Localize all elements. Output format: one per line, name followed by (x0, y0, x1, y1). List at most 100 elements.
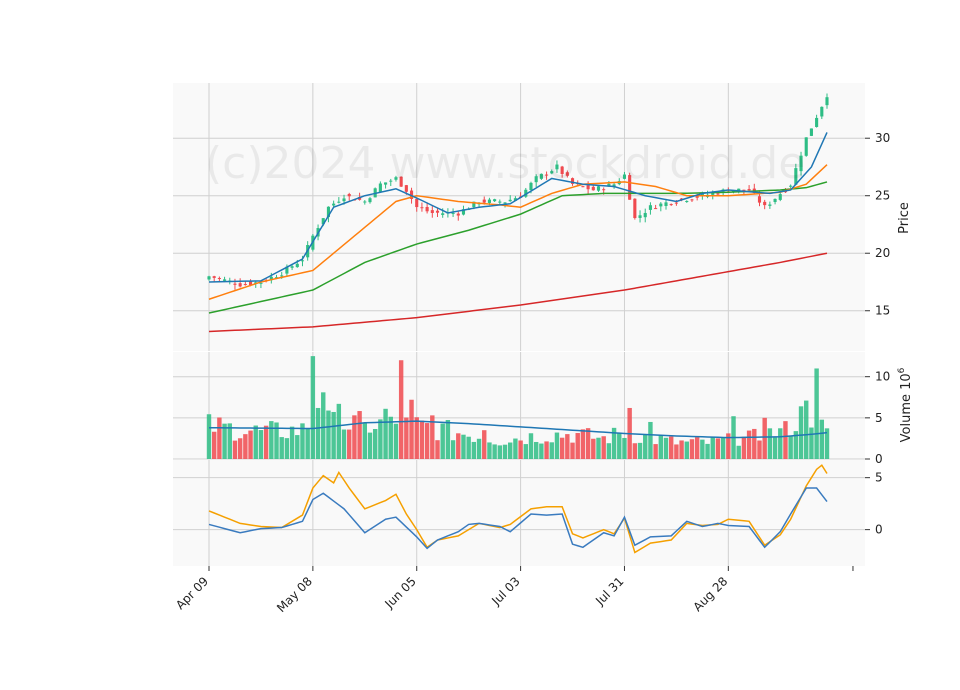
candle-body (326, 206, 331, 218)
volume-panel: 0 5 10 (173, 352, 890, 466)
volume-bar (689, 439, 695, 459)
candle-body (290, 266, 294, 268)
candle-body (461, 209, 466, 215)
macd-background (173, 460, 865, 566)
volume-bar (321, 392, 326, 459)
candle-body (363, 201, 367, 203)
candle-body (716, 193, 720, 195)
price-background (173, 83, 865, 351)
volume-bar (720, 438, 726, 459)
volume-bar (445, 420, 451, 459)
volume-bar (305, 428, 310, 459)
candle-body (358, 197, 362, 200)
x-tick-label: Jul 31 (592, 574, 626, 608)
candle-body (435, 210, 440, 213)
volume-bar (206, 414, 212, 459)
volume-bar (315, 407, 321, 459)
candle-body (337, 201, 341, 203)
price-tick-label: 20 (875, 246, 890, 260)
candle-body (789, 185, 793, 187)
candle-body (560, 166, 564, 175)
volume-bar (440, 423, 445, 459)
volume-axis-label-base: Volume 10 (899, 373, 914, 442)
sma-green-line (208, 181, 828, 314)
candle-body (295, 263, 299, 268)
volume-bar (487, 442, 492, 459)
volume-bar (762, 417, 767, 459)
candle-body (622, 174, 627, 179)
volume-bar (476, 438, 482, 459)
volume-bar (622, 437, 627, 459)
volume-bar (554, 432, 560, 459)
candle-body (690, 199, 694, 201)
volume-bar (378, 419, 383, 459)
candle-body (248, 281, 253, 286)
volume-bar (570, 442, 575, 459)
candle-body (607, 183, 611, 187)
macd-signal-line (208, 464, 828, 554)
candle-body (700, 193, 704, 196)
macd-tick-label: 5 (875, 471, 883, 485)
volume-bar (710, 436, 715, 459)
volume-bar (617, 433, 622, 459)
candle-body (654, 208, 658, 210)
volume-bar (809, 427, 814, 459)
candle-body (591, 186, 595, 191)
volume-bar (289, 426, 295, 459)
candle-body (633, 198, 637, 219)
candle-body (389, 180, 393, 182)
candle-body (602, 189, 606, 191)
volume-bar (788, 436, 793, 459)
volume-bar (456, 433, 461, 459)
candle-body (799, 155, 803, 172)
volume-bar (263, 425, 269, 459)
candle-body (425, 206, 429, 212)
price-tick-label: 15 (875, 304, 890, 318)
candle-body (399, 176, 403, 187)
volume-bar (362, 422, 368, 459)
volume-bar (347, 429, 352, 459)
volume-tick-label: 10 (875, 370, 890, 384)
candle-body (420, 207, 424, 209)
price-axis-label: Price (897, 202, 912, 234)
volume-bar (388, 416, 393, 459)
volume-bar (632, 443, 638, 459)
volume-bar (663, 437, 669, 459)
candle-body (685, 201, 689, 203)
candle-body (794, 168, 798, 185)
volume-bar (741, 436, 747, 459)
volume-bar (279, 437, 284, 459)
volume-bar (341, 429, 347, 459)
watermark-text: (c)2024 www.stockdroid.de (205, 138, 805, 189)
volume-bar (752, 428, 757, 459)
candle-body (742, 189, 746, 191)
candle-body (394, 177, 398, 180)
volume-bar (211, 431, 217, 459)
volume-bar (549, 442, 554, 459)
candle-body (545, 174, 549, 176)
volume-bar (580, 429, 586, 459)
candle-body (586, 185, 590, 190)
volume-bar (694, 437, 700, 459)
volume-bar (393, 423, 399, 459)
volume-bar (544, 441, 549, 459)
volume-bar (653, 444, 658, 459)
candle-body (217, 277, 221, 279)
volume-bar (300, 423, 305, 459)
macd-panel: 05 (173, 460, 883, 566)
price-tick-label: 30 (875, 131, 890, 145)
volume-bar (814, 368, 819, 459)
candle-body (581, 186, 585, 188)
volume-bar (757, 440, 762, 459)
volume-bar (269, 421, 274, 459)
volume-bar (591, 438, 596, 459)
volume-bar (243, 434, 248, 459)
volume-bar (435, 440, 440, 459)
candle-body (674, 202, 678, 204)
candle-body (285, 266, 289, 274)
volume-bar (430, 415, 435, 459)
volume-bar (726, 433, 731, 459)
x-tick-label: Apr 09 (173, 574, 211, 612)
volume-bar (528, 433, 534, 459)
